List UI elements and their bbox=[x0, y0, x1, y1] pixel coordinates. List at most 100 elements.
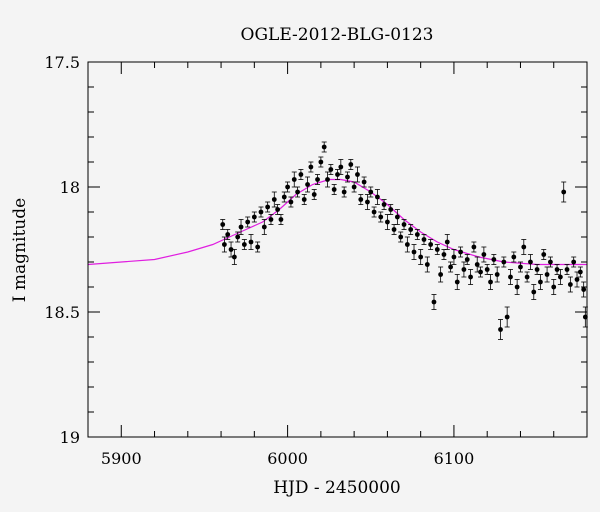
data-point bbox=[411, 249, 417, 255]
chart-title: OGLE-2012-BLG-0123 bbox=[241, 25, 434, 45]
data-point bbox=[221, 242, 227, 247]
data-point bbox=[321, 144, 327, 150]
data-point bbox=[291, 177, 297, 182]
data-point bbox=[241, 242, 247, 247]
data-point bbox=[531, 289, 537, 295]
data-point bbox=[268, 217, 274, 222]
data-point bbox=[508, 274, 513, 280]
data-point bbox=[511, 254, 517, 260]
data-point bbox=[261, 224, 267, 230]
data-point bbox=[434, 247, 440, 252]
data-point bbox=[548, 259, 553, 265]
data-point bbox=[514, 284, 520, 290]
axis-ticks bbox=[87, 61, 588, 438]
data-point bbox=[238, 224, 244, 230]
y-tick-label: 19 bbox=[60, 428, 80, 447]
data-point bbox=[361, 179, 367, 185]
data-points bbox=[220, 141, 588, 340]
plot-frame bbox=[87, 61, 588, 438]
data-point bbox=[351, 184, 357, 190]
data-point bbox=[381, 202, 387, 207]
data-point bbox=[231, 254, 237, 260]
data-point bbox=[298, 172, 304, 177]
data-point bbox=[281, 194, 287, 200]
data-point bbox=[484, 267, 490, 272]
data-point bbox=[358, 197, 364, 202]
data-point bbox=[325, 177, 330, 182]
y-tick-label: 18.5 bbox=[44, 303, 80, 322]
y-axis-label: I magnitude bbox=[10, 198, 30, 302]
data-point bbox=[245, 219, 251, 225]
data-point bbox=[448, 264, 454, 270]
data-point bbox=[258, 209, 264, 215]
data-point bbox=[577, 269, 583, 275]
data-point bbox=[341, 189, 347, 195]
x-axis-label: HJD - 2450000 bbox=[273, 478, 401, 498]
data-point bbox=[308, 164, 314, 170]
data-point bbox=[564, 267, 570, 272]
data-point bbox=[228, 247, 234, 252]
data-point bbox=[567, 282, 573, 287]
data-point bbox=[414, 232, 420, 237]
data-point bbox=[338, 164, 344, 170]
data-point bbox=[554, 267, 560, 272]
data-point bbox=[431, 299, 437, 305]
data-point bbox=[375, 194, 380, 200]
data-point bbox=[265, 204, 271, 210]
data-point bbox=[225, 232, 231, 237]
data-point bbox=[288, 199, 294, 205]
data-point bbox=[335, 172, 340, 177]
data-point bbox=[385, 219, 390, 225]
data-point bbox=[557, 274, 563, 280]
data-point bbox=[398, 234, 404, 240]
data-point bbox=[394, 214, 400, 220]
data-point bbox=[441, 252, 447, 257]
data-point bbox=[328, 167, 334, 172]
data-point bbox=[371, 209, 377, 215]
data-point bbox=[541, 252, 547, 257]
data-point bbox=[561, 189, 567, 195]
data-point bbox=[275, 207, 281, 212]
data-point bbox=[368, 189, 374, 195]
data-point bbox=[418, 254, 424, 260]
y-tick-label: 18 bbox=[60, 178, 80, 197]
data-point bbox=[551, 284, 557, 290]
data-point bbox=[461, 267, 467, 272]
data-point bbox=[255, 244, 261, 250]
data-point bbox=[408, 227, 414, 232]
data-point bbox=[421, 237, 427, 242]
data-point bbox=[474, 262, 480, 267]
x-tick-label: 6000 bbox=[267, 449, 308, 468]
data-point bbox=[305, 182, 310, 187]
data-point bbox=[534, 267, 540, 272]
data-point bbox=[391, 227, 397, 232]
data-point bbox=[504, 314, 510, 320]
data-point bbox=[478, 269, 483, 275]
data-point bbox=[528, 259, 533, 265]
data-point bbox=[355, 172, 360, 177]
data-point bbox=[235, 234, 241, 240]
data-point bbox=[404, 242, 410, 247]
tick-labels: 5900 6000 6100 17.5 18 18.5 19 bbox=[44, 53, 474, 468]
data-point bbox=[521, 244, 527, 250]
data-point bbox=[538, 279, 543, 285]
data-point bbox=[488, 279, 493, 285]
data-point bbox=[571, 259, 577, 265]
data-point bbox=[220, 222, 226, 227]
data-point bbox=[331, 187, 337, 192]
data-point bbox=[498, 327, 503, 332]
data-point bbox=[468, 274, 473, 280]
data-point bbox=[271, 197, 277, 202]
data-point bbox=[518, 264, 523, 270]
data-point bbox=[524, 274, 530, 280]
data-point bbox=[574, 277, 580, 282]
data-point bbox=[278, 217, 284, 222]
x-tick-label: 5900 bbox=[101, 449, 142, 468]
data-point bbox=[388, 207, 394, 212]
data-point bbox=[458, 249, 463, 255]
data-point bbox=[348, 162, 354, 167]
data-point bbox=[481, 252, 487, 257]
data-point bbox=[345, 174, 350, 180]
data-point bbox=[438, 272, 444, 277]
